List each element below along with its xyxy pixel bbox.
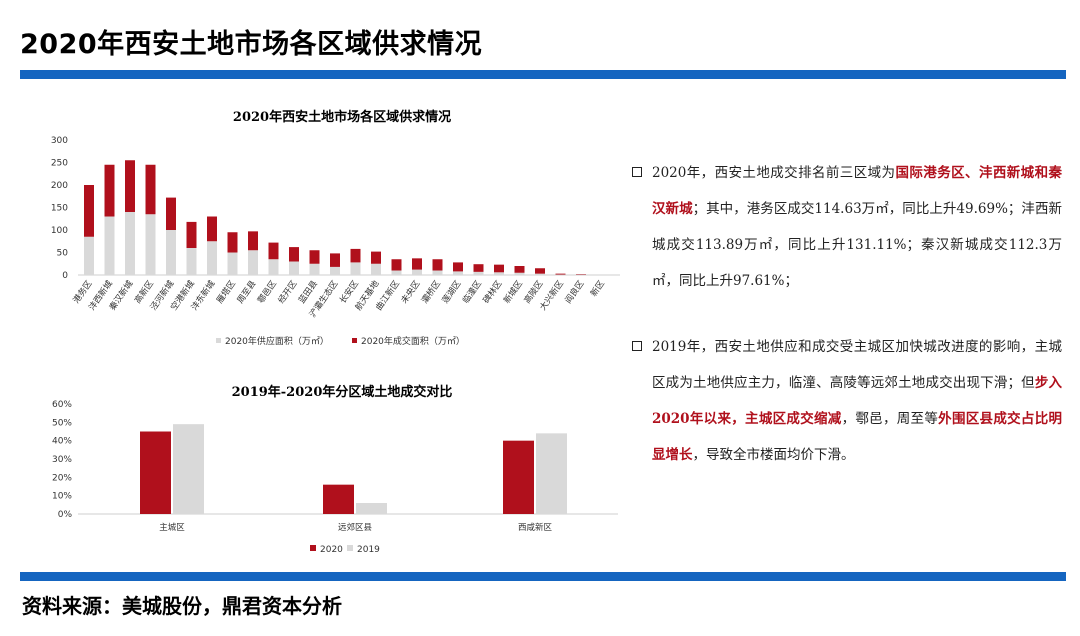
- chart1-deal-bar: [371, 251, 381, 264]
- chart2-y-tick: 50%: [52, 418, 72, 428]
- note-text: ；其中，港务区成交114.63万㎡，同比上升49.69%；沣西新城成交113.8…: [652, 201, 1063, 289]
- chart1-y-tick: 300: [51, 136, 68, 146]
- chart2-bar-2019: [356, 503, 387, 514]
- chart1-supply-bar: [248, 250, 258, 275]
- note-text: ，导致全市楼面均价下滑。: [692, 447, 855, 463]
- checkbox-bullet-icon: [632, 167, 642, 177]
- chart1-supply-bar: [227, 252, 238, 275]
- chart1-deal-bar: [145, 164, 156, 215]
- chart1-supply-bar: [514, 272, 525, 275]
- note-highlight: 国际港务区、沣西新城和秦汉新城: [652, 165, 1063, 217]
- chart1-deal-bar: [186, 221, 197, 248]
- chart2-y-tick: 40%: [52, 437, 72, 447]
- chart1-supply-bar: [104, 216, 115, 275]
- chart2-category-label: 远郊区县: [338, 522, 373, 533]
- chart1-supply-bar: [412, 269, 422, 275]
- chart2-bar-2020: [140, 431, 171, 514]
- chart1-supply-bar: [125, 212, 135, 275]
- note-text: 2020年，西安土地成交排名前三区域为: [652, 165, 896, 181]
- note-text: ，鄠邑，周至等: [841, 411, 939, 427]
- chart1-deal-bar: [473, 264, 484, 272]
- chart1-deal-bar: [104, 164, 115, 217]
- chart2-category-label: 主城区: [159, 522, 185, 533]
- chart2-y-tick: 60%: [52, 400, 72, 410]
- chart2-bar-2020: [323, 484, 354, 514]
- chart1-deal-bar: [84, 185, 94, 237]
- chart1-deal-bar: [207, 216, 217, 242]
- checkbox-bullet-icon: [632, 341, 642, 351]
- chart1-supply-bar: [145, 214, 156, 275]
- chart1-deal-bar: [248, 231, 258, 251]
- chart1-deal-bar: [535, 268, 545, 274]
- chart1-supply-bar: [432, 270, 443, 275]
- chart1-supply-bar: [473, 271, 484, 275]
- note-highlight: 外围区县成交占比明显增长: [652, 411, 1063, 463]
- chart2-legend-2020-label: 2020: [320, 545, 343, 555]
- chart1-supply-bar: [535, 273, 545, 275]
- note-text: 2019年，西安土地供应和成交受主城区加快城改进度的影响，主城区成为土地供应主力…: [652, 339, 1062, 391]
- chart1-deal-bar: [166, 197, 176, 230]
- chart1-supply-bar: [268, 259, 279, 275]
- page-title: 2020年西安土地市场各区域供求情况: [20, 29, 483, 60]
- chart1-supply-bar: [186, 248, 197, 275]
- chart1-legend-deal-swatch: [352, 338, 357, 343]
- chart1-supply-bar: [371, 263, 381, 275]
- chart1-deal-bar: [432, 259, 443, 271]
- chart1-deal-bar: [391, 259, 402, 271]
- chart2-y-tick: 30%: [52, 455, 72, 465]
- chart1-deal-bar: [412, 258, 422, 270]
- chart1-supply-bar: [309, 263, 320, 275]
- chart1-y-tick: 0: [62, 271, 68, 281]
- chart1-deal-bar: [330, 253, 340, 267]
- chart2-category-label: 西咸新区: [518, 522, 553, 533]
- chart2-bar-2020: [503, 440, 534, 514]
- region-comparison-chart: 2019年-2020年分区域土地成交对比 0% 10% 20% 30% 40% 50% 60…: [52, 384, 618, 555]
- chart1-deal-bar: [514, 266, 525, 273]
- chart1-supply-bar: [166, 230, 176, 275]
- chart1-deal-bar: [289, 247, 299, 262]
- source-note: 资料来源：美城股份，鼎君资本分析: [22, 594, 342, 618]
- chart2-legend-2019-swatch: [347, 545, 353, 551]
- chart1-y-tick: 150: [51, 204, 68, 214]
- chart1-supply-bar: [494, 272, 504, 275]
- chart1-title: 2020年西安土地市场各区域供求情况: [233, 109, 451, 125]
- note-highlight: 步入2020年以来，主城区成交缩减: [652, 375, 1063, 427]
- chart1-deal-bar: [555, 273, 566, 275]
- chart1-deal-bar: [268, 242, 279, 260]
- chart1-deal-bar: [494, 264, 504, 273]
- chart1-deal-bar: [309, 250, 320, 264]
- chart2-title: 2019年-2020年分区域土地成交对比: [232, 384, 453, 400]
- chart1-y-tick: 50: [57, 249, 69, 259]
- chart1-legend-deal-label: 2020年成交面积（万㎡）: [361, 335, 465, 347]
- chart2-bar-2019: [536, 433, 567, 514]
- chart2-y-tick: 10%: [52, 492, 72, 502]
- chart1-deal-bar: [227, 232, 238, 253]
- chart1-supply-bar: [350, 262, 361, 275]
- chart1-deal-bar: [125, 160, 135, 212]
- chart1-supply-bar: [289, 261, 299, 275]
- chart1-y-tick: 100: [51, 226, 68, 236]
- chart1-supply-bar: [453, 271, 463, 275]
- note-paragraph: 2019年，西安土地供应和成交受主城区加快城改进度的影响，主城区成为土地供应主力…: [632, 329, 1062, 473]
- chart1-supply-bar: [207, 241, 217, 275]
- chart2-bar-2019: [173, 424, 204, 514]
- chart2-legend-2019-label: 2019: [357, 545, 380, 555]
- chart1-legend-supply-label: 2020年供应面积（万㎡）: [225, 335, 329, 347]
- note-paragraph: 2020年，西安土地成交排名前三区域为国际港务区、沣西新城和秦汉新城；其中，港务…: [632, 155, 1062, 299]
- footer-divider: [20, 572, 1066, 581]
- chart1-y-tick: 200: [51, 181, 68, 191]
- chart1-supply-bar: [84, 236, 94, 275]
- chart2-y-tick: 20%: [52, 473, 72, 483]
- chart1-y-tick: 250: [51, 159, 68, 169]
- chart1-legend-supply-swatch: [216, 338, 221, 343]
- chart1-supply-bar: [391, 270, 402, 275]
- chart1-deal-bar: [350, 248, 361, 263]
- chart2-legend-2020-swatch: [310, 545, 316, 551]
- chart1-supply-bar: [330, 266, 340, 275]
- header-divider: [20, 70, 1066, 79]
- chart1-deal-bar: [453, 262, 463, 272]
- chart2-y-tick: 0%: [58, 510, 73, 520]
- notes-panel: 2020年，西安土地成交排名前三区域为国际港务区、沣西新城和秦汉新城；其中，港务…: [632, 155, 1062, 483]
